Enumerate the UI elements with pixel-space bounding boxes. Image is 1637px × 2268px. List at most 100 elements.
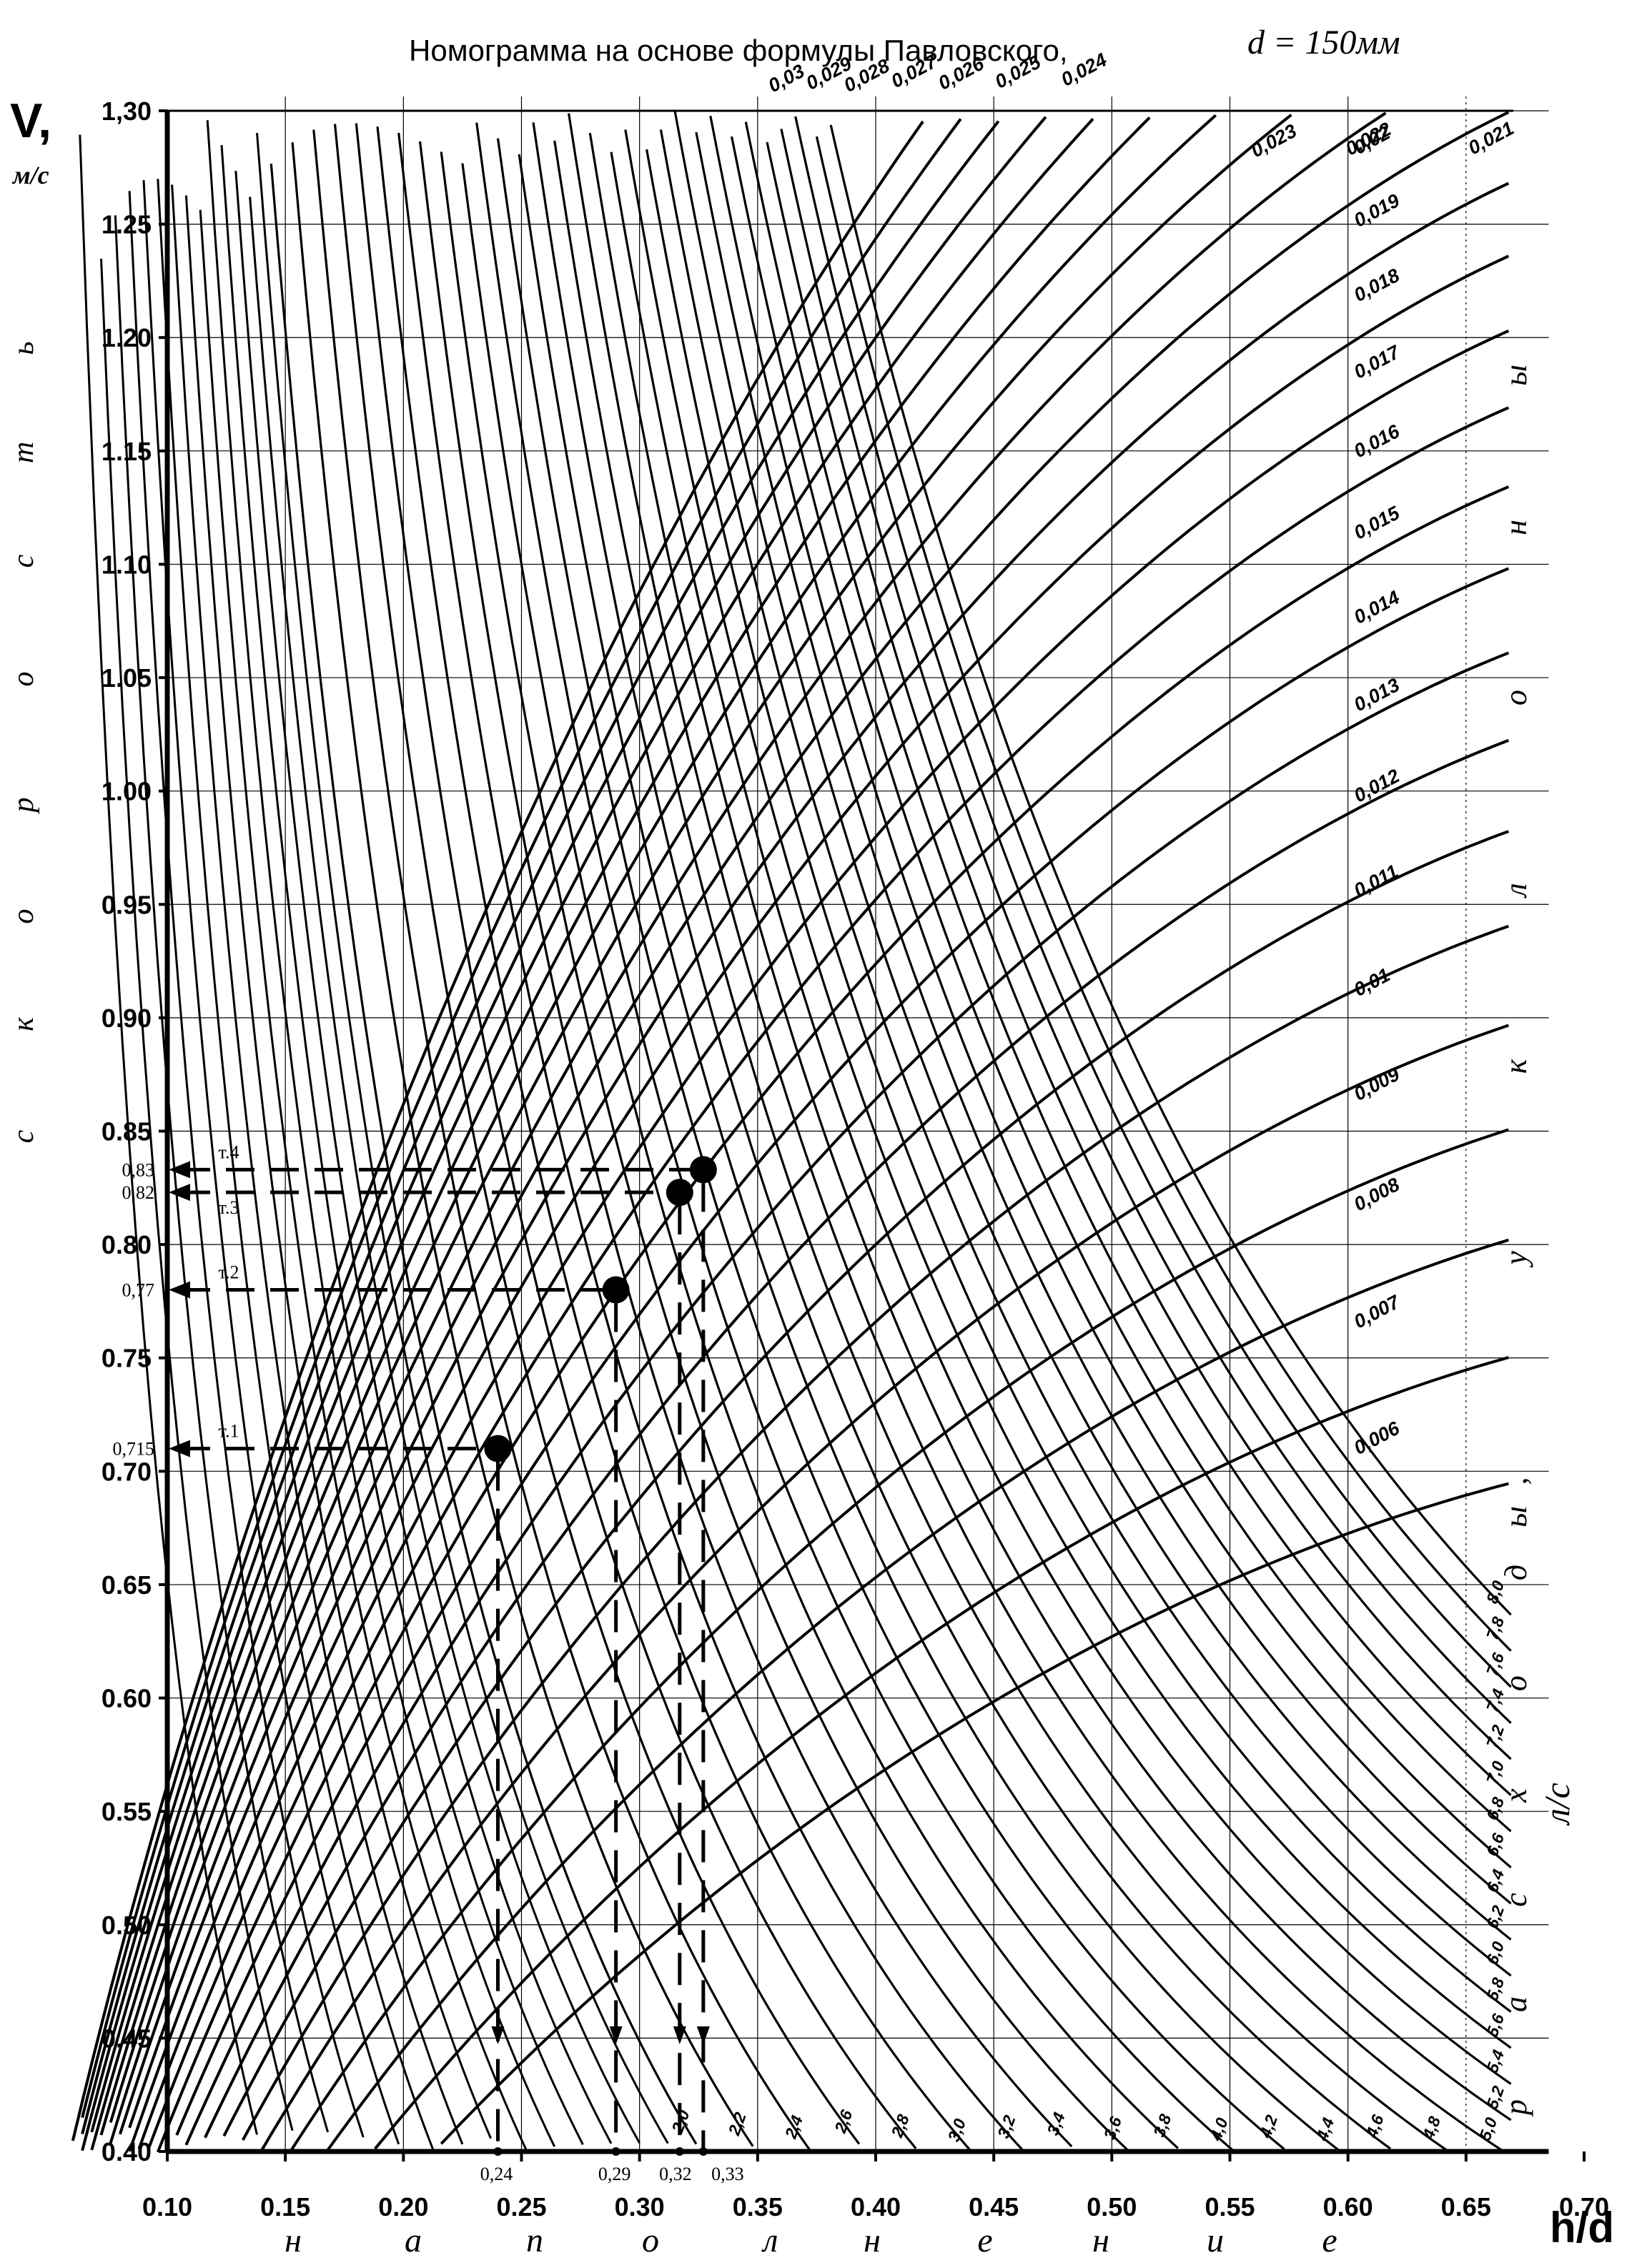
- flow-curve: [695, 132, 1512, 1905]
- flow-curve: [532, 122, 1392, 2150]
- guide-arrow-left: [169, 1440, 190, 1457]
- flow-curve: [184, 195, 492, 2139]
- point-name-label: т.4: [219, 1142, 239, 1162]
- flow-curve: [142, 179, 400, 2145]
- flow-curve: [744, 122, 1512, 1796]
- flow-curve: [766, 142, 1512, 1761]
- slope-curves: [71, 111, 1510, 2153]
- slope-curve: [440, 1482, 1509, 2145]
- slope-curve: [137, 329, 1510, 2150]
- reading-point: [689, 1156, 717, 1184]
- flow-curve: [588, 132, 1512, 2121]
- flow-curve: [461, 163, 1179, 2149]
- flow-curve: [610, 152, 1512, 2085]
- x-axis-bottom-letter: н: [285, 2222, 302, 2259]
- reading-point: [484, 1435, 512, 1462]
- guide-arrow-left: [169, 1281, 190, 1299]
- y-tick-label: 0.45: [102, 2024, 152, 2053]
- x-axis-bottom-letter: а: [405, 2222, 422, 2259]
- x-tick-label: 0.45: [969, 2192, 1019, 2222]
- y-axis-label: V,: [10, 94, 51, 148]
- flow-curve: [709, 115, 1512, 1868]
- flow-curve: [291, 142, 754, 2147]
- right-flow-letter: р: [1498, 2099, 1533, 2117]
- point-name-label: т.2: [219, 1262, 239, 1283]
- y-axis-side-letter: к: [7, 1017, 40, 1031]
- y-tick-label: 0.60: [102, 1684, 152, 1713]
- x-axis-bottom-letter: и: [1207, 2222, 1224, 2259]
- y-axis-side-letter: с: [7, 1129, 40, 1143]
- flow-curve: [730, 136, 1512, 1833]
- x-axis-bottom-letter: н: [1092, 2222, 1109, 2259]
- flow-curve: [624, 129, 1512, 2049]
- x-axis-reading-tick: [611, 2147, 620, 2156]
- flow-curve: [269, 163, 698, 2145]
- reading-point: [602, 1276, 630, 1304]
- point-name-label: т.1: [219, 1421, 239, 1442]
- flow-curve: [780, 128, 1512, 1724]
- x-axis-bottom-letter: е: [1322, 2222, 1337, 2259]
- slope-curve: [90, 118, 1094, 2133]
- x-axis-bottom-letter: л: [761, 2222, 778, 2259]
- slope-curve: [81, 116, 1047, 2151]
- right-slope-letter: н: [1498, 520, 1533, 535]
- flow-curve: [418, 141, 1073, 2148]
- flow-curve: [249, 197, 641, 2144]
- right-slope-letter: о: [1498, 690, 1533, 705]
- point-velocity-label: 0,715: [113, 1439, 155, 1460]
- flow-curve: [518, 154, 1342, 2153]
- y-tick-label: 1,30: [102, 96, 152, 126]
- chart-title: Номограмма на основе формулы Павловского…: [409, 34, 1068, 67]
- x-axis-bottom-letter: о: [642, 2222, 659, 2259]
- chart-title-diameter: d = 150мм: [1247, 24, 1400, 61]
- x-tick-label: 0.15: [260, 2192, 310, 2222]
- flow-curve: [355, 123, 917, 2149]
- flow-curve: [673, 111, 1512, 1941]
- slope-curve: [118, 111, 1510, 2135]
- point-depth-label: 0,32: [659, 2164, 692, 2184]
- reading-point: [666, 1179, 693, 1207]
- flow-curve: [171, 184, 464, 2145]
- slope-curve: [99, 114, 1217, 2136]
- slope-curve: [326, 1238, 1509, 2151]
- flow-curve: [475, 122, 1236, 2153]
- flow-curve: [440, 152, 1129, 2152]
- slope-curve: [260, 1024, 1509, 2151]
- point-velocity-label: 0,77: [122, 1280, 155, 1301]
- flow-curve: [157, 179, 435, 2153]
- y-tick-label: 0.75: [102, 1344, 152, 1373]
- y-axis-side-letter: т: [7, 442, 40, 463]
- right-slope-letter: к: [1498, 1059, 1533, 1074]
- flow-curve: [794, 116, 1512, 1688]
- x-tick-label: 0.70: [1559, 2192, 1609, 2222]
- y-tick-label: 0.80: [102, 1230, 152, 1259]
- right-flow-letter: д: [1498, 1565, 1533, 1580]
- right-slope-letter: у: [1498, 1251, 1533, 1268]
- point-name-label: т.3: [219, 1197, 239, 1218]
- point-depth-label: 0,24: [480, 2164, 513, 2184]
- slope-curve: [147, 406, 1510, 2150]
- slope-curve: [128, 182, 1510, 2129]
- right-flow-letter: с: [1498, 1893, 1533, 1907]
- guide-arrow-left: [169, 1161, 190, 1179]
- flow-curve: [376, 126, 974, 2154]
- y-axis-side-letter: о: [7, 909, 40, 924]
- right-flow-letter: х: [1498, 1788, 1533, 1803]
- y-tick-label: 0.55: [102, 1797, 152, 1826]
- y-axis-side-letter: р: [7, 798, 40, 815]
- x-tick-label: 0.25: [496, 2192, 546, 2222]
- y-tick-label: 0.85: [102, 1117, 152, 1147]
- x-tick-label: 0.20: [378, 2192, 428, 2222]
- x-axis-reading-tick: [493, 2147, 503, 2156]
- slope-curve: [109, 114, 1292, 2123]
- flow-curve: [659, 129, 1512, 1977]
- y-tick-label: 1.00: [102, 777, 152, 806]
- right-flow-letter: ,: [1498, 1477, 1533, 1485]
- y-tick-label: 0.50: [102, 1911, 152, 1940]
- x-axis-bottom-letter: п: [526, 2222, 543, 2259]
- x-tick-label: 0.65: [1441, 2192, 1491, 2222]
- flow-curve: [234, 170, 613, 2144]
- point-depth-label: 0,29: [598, 2164, 631, 2184]
- y-axis-unit: м/с: [11, 161, 49, 189]
